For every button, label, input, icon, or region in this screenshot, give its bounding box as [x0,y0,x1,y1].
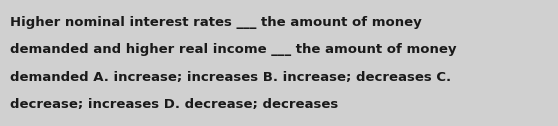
Text: demanded A. increase; increases B. increase; decreases C.: demanded A. increase; increases B. incre… [10,71,451,84]
Text: Higher nominal interest rates ___ the amount of money: Higher nominal interest rates ___ the am… [10,16,422,29]
Text: decrease; increases D. decrease; decreases: decrease; increases D. decrease; decreas… [10,98,338,111]
Text: demanded and higher real income ___ the amount of money: demanded and higher real income ___ the … [10,43,456,56]
